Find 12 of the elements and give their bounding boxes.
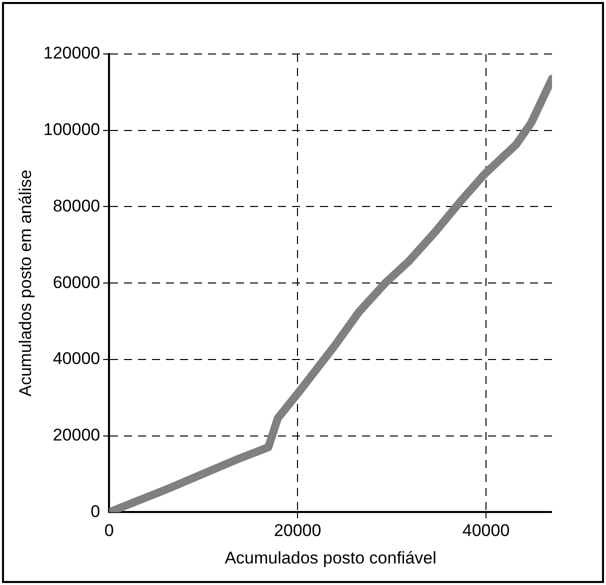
x-tick-label: 20000	[274, 521, 322, 540]
x-tick-label: 0	[104, 521, 114, 540]
y-tick-label: 20000	[52, 426, 100, 445]
y-tick-label: 100000	[43, 120, 100, 140]
y-axis-title: Acumulados posto em análise	[16, 170, 35, 396]
y-tick-label: 60000	[52, 272, 100, 292]
x-tick-label: 40000	[462, 521, 510, 540]
x-axis-title: Acumulados posto confiável	[224, 548, 436, 568]
y-tick-label: 80000	[52, 196, 100, 216]
y-tick-label: 120000	[43, 44, 100, 63]
y-tick-label: 0	[90, 502, 100, 521]
y-tick-label: 40000	[52, 349, 100, 368]
